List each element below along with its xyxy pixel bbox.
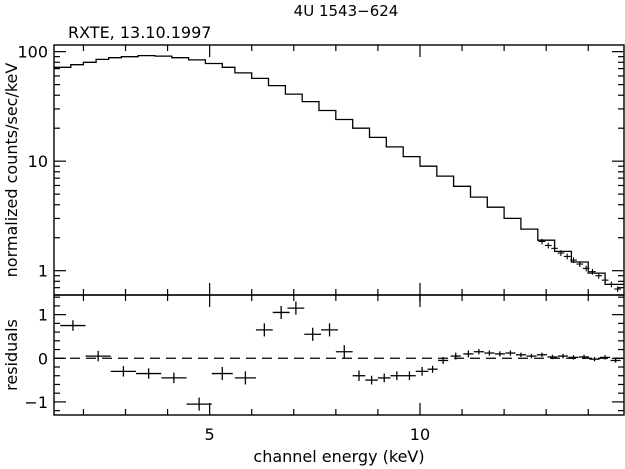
residual-point [85,350,111,362]
residual-point [589,356,600,362]
residual-point [255,323,273,337]
residual-point [304,327,322,341]
chart-subtitle: RXTE, 13.10.1997 [68,23,211,42]
spectrum-data-point [551,245,558,252]
x-tick-label: 10 [410,425,430,444]
residual-point [473,349,484,355]
spectrum-y-tick-label: 1 [38,262,48,281]
spectrum-data-point [582,265,590,272]
residual-point [515,352,526,357]
residual-point [365,375,378,385]
residual-point [578,354,590,360]
residual-point [60,320,86,331]
residual-point [484,350,495,356]
residuals-y-tick-label: 1 [38,306,48,325]
residual-point [505,350,516,356]
residual-points [60,295,621,411]
spectrum-y-axis-label: normalized counts/sec/keV [2,63,21,278]
spectrum-data-point [589,268,596,275]
residual-point [610,358,621,363]
spectrum-y-tick-label: 100 [17,43,48,62]
spectrum-panel: 1 10 100 normalized counts/sec/keV [2,43,625,296]
residual-point [568,355,579,360]
residual-point [272,305,290,319]
residual-point [427,365,438,373]
residual-point [352,370,366,381]
residuals-y-tick-label: −1 [24,393,48,412]
residuals-panel-frame [53,294,625,416]
spectrum-data-point [570,257,577,264]
residual-point [536,352,548,357]
residual-point [136,368,162,379]
residual-point [110,366,137,377]
x-tick-labels: 5 10 [205,425,431,444]
residual-point [463,350,474,358]
residual-point [438,356,449,364]
residuals-y-axis-label: residuals [2,319,21,391]
residual-point [161,372,187,384]
residual-point [377,373,391,383]
residual-point [557,353,569,359]
residuals-y-tick-label: 0 [38,349,48,368]
spectrum-data-point [608,281,615,288]
residual-point [321,323,338,337]
spectrum-data-point [563,253,571,260]
residual-point [526,353,537,359]
spectrum-y-ticks: 1 10 100 [17,43,624,296]
residual-point [335,345,353,359]
x-axis-label: channel energy (keV) [253,447,424,466]
residuals-y-ticks: −1 0 1 [24,296,624,412]
model-step-line [54,54,624,286]
spectrum-data-point [614,286,622,292]
spectrum-data-point [595,272,603,279]
residual-point [186,397,212,411]
residual-point [600,355,611,360]
spectrum-data-point [544,242,552,249]
spectrum-y-tick-label: 10 [28,152,48,171]
residual-point [403,371,416,381]
residuals-x-ticks [82,295,589,415]
spectrum-data-points [538,238,622,292]
residuals-panel: −1 0 1 residuals [2,294,625,416]
spectrum-data-point [576,261,584,267]
spectrum-data-point [538,238,546,245]
spectrum-x-ticks [82,45,589,295]
residual-point [547,354,558,360]
residual-point [211,367,233,381]
residual-point [450,352,461,360]
spectrum-panel-frame [53,44,625,296]
spectrum-data-point [601,277,609,284]
residual-point [234,371,256,385]
residual-point [287,301,305,315]
residual-point [390,371,404,381]
residual-point [415,367,429,376]
chart-title: 4U 1543−624 [294,2,399,20]
x-tick-label: 5 [205,425,215,444]
residual-point [494,351,505,357]
spectrum-data-point [557,250,565,256]
